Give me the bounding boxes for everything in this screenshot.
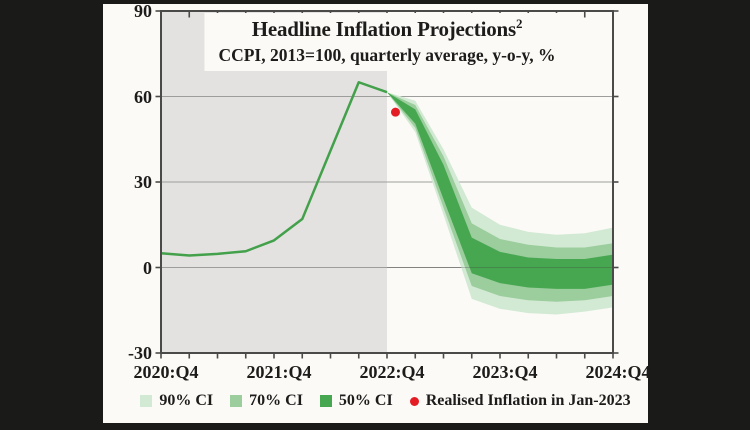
legend-item-90-ci: 90% CI: [140, 392, 213, 410]
legend-item-70-ci: 70% CI: [230, 392, 303, 410]
y-tick-label-0: 0: [143, 257, 152, 278]
realised-inflation-dot: [390, 107, 400, 117]
ci-swatch-icon: [319, 395, 332, 407]
y-tick-label-60: 60: [134, 86, 152, 107]
ci-swatch-icon: [140, 395, 153, 407]
fan-band-50ci: [387, 92, 613, 289]
x-tick-label-2024:Q4: 2024:Q4: [585, 362, 651, 382]
chart-subtitle: CCPI, 2013=100, quarterly average, y-o-y…: [218, 45, 556, 66]
legend-label: 70% CI: [249, 392, 303, 409]
ci-swatch-icon: [230, 395, 243, 407]
legend: 90% CI 70% CI 50% CI Realised Inflation in …: [103, 392, 658, 410]
history-inflation-line: [160, 81, 388, 257]
y-tick-label-90: 90: [134, 1, 152, 21]
legend-label: Realised Inflation in Jan-2023: [425, 392, 631, 409]
x-tick-label-2021:Q4: 2021:Q4: [246, 362, 312, 382]
chart-title-block: Headline Inflation Projections2 CCPI, 20…: [204, 13, 570, 71]
legend-item-realised-inflation-in-jan-2023: Realised Inflation in Jan-2023: [409, 392, 631, 410]
title-footnote-marker: 2: [515, 16, 523, 31]
realised-dot-icon: [409, 396, 419, 406]
chart-title: Headline Inflation Projections2: [218, 16, 555, 42]
y-tick-label--30: -30: [128, 343, 152, 363]
legend-item-50-ci: 50% CI: [319, 392, 393, 410]
legend-label: 50% CI: [338, 392, 393, 409]
x-tick-label-2023:Q4: 2023:Q4: [472, 362, 538, 382]
x-tick-label-2022:Q4: 2022:Q4: [359, 362, 425, 382]
x-tick-label-2020:Q4: 2020:Q4: [133, 362, 199, 382]
y-tick-label-30: 30: [134, 172, 152, 192]
chart-title-text: Headline Inflation Projections: [251, 17, 516, 41]
fan-band-70ci: [387, 92, 613, 302]
legend-label: 90% CI: [159, 392, 214, 409]
